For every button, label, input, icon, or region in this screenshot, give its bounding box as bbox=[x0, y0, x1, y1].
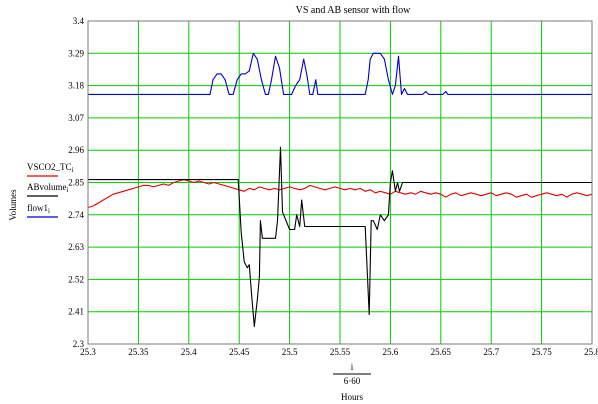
x-tick-label-4: 25.5 bbox=[282, 347, 298, 357]
data-series bbox=[87, 52, 593, 327]
x-axis-label: Hours bbox=[341, 392, 363, 402]
x-tick-label-1: 25.35 bbox=[128, 347, 149, 357]
plot-area-frame bbox=[87, 20, 593, 345]
legend-label-2: flow1i bbox=[27, 203, 50, 215]
legend-series-name-0: VSCO2_TC bbox=[27, 162, 72, 172]
x-tick-label-0: 25.3 bbox=[80, 347, 96, 357]
x-tick-label-8: 25.7 bbox=[483, 347, 499, 357]
legend-series-name-1: ABvolume bbox=[27, 182, 67, 192]
y-tick-label-6: 2.96 bbox=[68, 145, 84, 155]
series-line-flow1 bbox=[88, 52, 592, 95]
tick-labels: 25.3 25.35 25.4 25.45 25.5 25.55 25.6 25.65 25.7… bbox=[68, 16, 598, 357]
x-tick-label-2: 25.4 bbox=[181, 347, 197, 357]
legend-series-subscript-0: i bbox=[72, 166, 74, 174]
legend-label-1: ABvolumei bbox=[27, 182, 69, 194]
x-tick-label-7: 25.65 bbox=[431, 347, 452, 357]
y-tick-label-4: 2.74 bbox=[68, 210, 84, 220]
y-tick-label-7: 3.07 bbox=[68, 113, 84, 123]
x-tick-label-6: 25.6 bbox=[383, 347, 399, 357]
chart-title: VS and AB sensor with flow bbox=[296, 5, 412, 16]
y-tick-label-9: 3.29 bbox=[68, 48, 84, 58]
y-tick-label-1: 2.41 bbox=[68, 307, 84, 317]
y-tick-label-8: 3.18 bbox=[68, 81, 84, 91]
x-axis-expression-denominator: 6·60 bbox=[344, 376, 361, 386]
y-tick-label-3: 2.63 bbox=[68, 242, 84, 252]
y-tick-label-5: 2.85 bbox=[68, 178, 84, 188]
x-tick-label-3: 25.45 bbox=[229, 347, 250, 357]
x-axis-expression-numerator: i bbox=[351, 362, 354, 372]
legend-series-subscript-2: i bbox=[48, 207, 50, 215]
legend-label-0: VSCO2_TCi bbox=[27, 162, 74, 174]
legend-series-name-2: flow1 bbox=[27, 203, 48, 213]
x-tick-label-10: 25.8 bbox=[584, 347, 598, 357]
x-tick-label-9: 25.75 bbox=[531, 347, 552, 357]
y-tick-label-10: 3.4 bbox=[73, 16, 85, 26]
y-tick-label-0: 2.3 bbox=[73, 339, 85, 349]
legend-series-subscript-1: i bbox=[67, 186, 69, 194]
x-tick-label-5: 25.55 bbox=[330, 347, 351, 357]
series-line-abvolume bbox=[88, 146, 592, 327]
y-axis-label: Volumes bbox=[8, 189, 18, 221]
series-line-vsco2-tc bbox=[87, 179, 593, 209]
y-tick-label-2: 2.52 bbox=[68, 274, 84, 284]
